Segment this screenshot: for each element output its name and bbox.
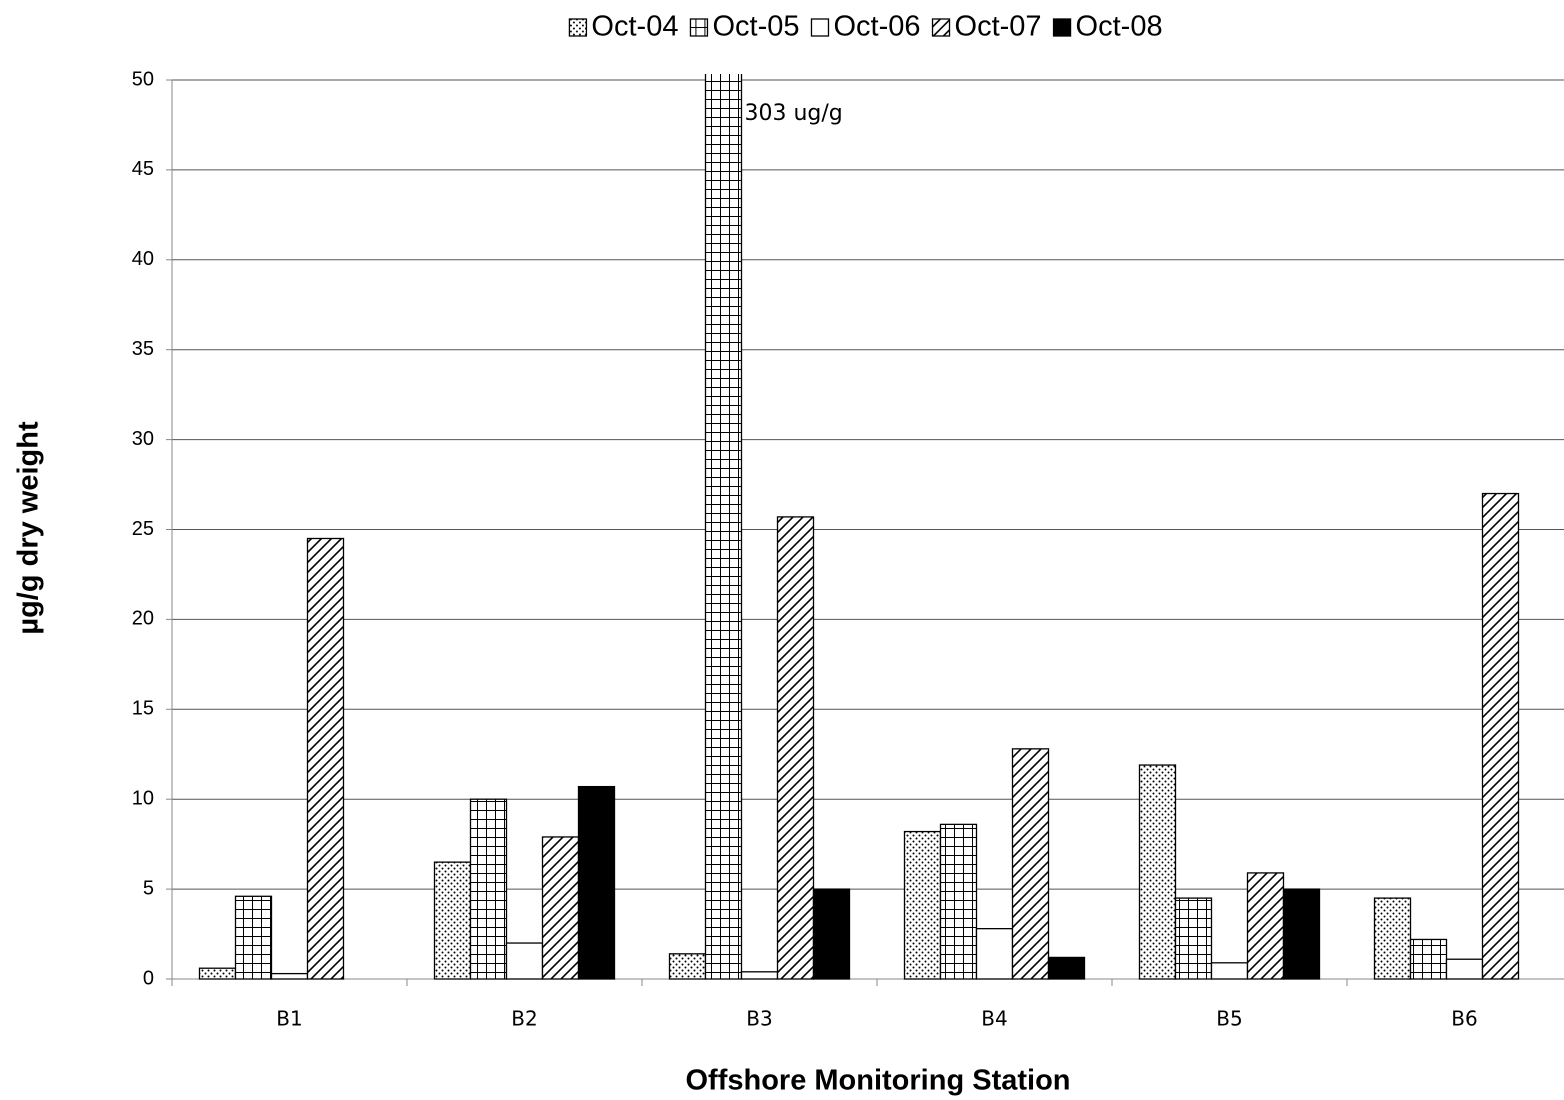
y-tick-label: 35 bbox=[132, 338, 154, 360]
bar bbox=[505, 942, 544, 980]
bar bbox=[975, 928, 1014, 980]
x-tick-label: B4 bbox=[981, 1007, 1007, 1031]
y-tick-label: 0 bbox=[143, 967, 154, 989]
bar bbox=[1210, 962, 1249, 980]
y-tick-label: 30 bbox=[132, 428, 154, 450]
bar bbox=[306, 537, 345, 980]
legend-swatch bbox=[1052, 18, 1072, 37]
legend-label: Oct-06 bbox=[833, 11, 920, 43]
legend-swatch bbox=[689, 18, 709, 37]
bar bbox=[433, 861, 472, 980]
bar bbox=[812, 888, 851, 980]
bar bbox=[903, 830, 942, 980]
y-tick-label: 15 bbox=[132, 698, 154, 720]
bar bbox=[1373, 897, 1412, 980]
y-tick-label: 25 bbox=[132, 518, 154, 540]
x-tick-label: B1 bbox=[276, 1007, 302, 1031]
bar bbox=[1047, 956, 1086, 980]
bar bbox=[704, 74, 743, 980]
legend-swatch bbox=[810, 18, 830, 37]
bar bbox=[198, 967, 237, 980]
legend: Oct-04 Oct-05 Oct-06 Oct-07 Oct-08 bbox=[568, 11, 1163, 43]
bar bbox=[1174, 897, 1213, 980]
bar bbox=[577, 785, 616, 980]
bar bbox=[1246, 872, 1285, 980]
y-tick-label: 10 bbox=[132, 787, 154, 809]
legend-label: Oct-05 bbox=[712, 11, 799, 43]
bar bbox=[541, 836, 580, 980]
y-tick-label: 50 bbox=[132, 68, 154, 90]
bar bbox=[1409, 938, 1448, 980]
bar bbox=[1282, 888, 1321, 980]
bar bbox=[1445, 958, 1484, 980]
bar bbox=[939, 823, 978, 980]
bar bbox=[776, 516, 815, 980]
plot-area bbox=[198, 74, 1520, 980]
legend-swatch bbox=[931, 18, 951, 37]
bar bbox=[1011, 748, 1050, 980]
bar bbox=[668, 953, 707, 980]
y-tick-label: 40 bbox=[132, 248, 154, 270]
bar bbox=[1138, 764, 1177, 980]
x-axis-title: Offshore Monitoring Station bbox=[685, 1065, 1070, 1097]
bar bbox=[1481, 492, 1520, 980]
x-tick-label: B3 bbox=[746, 1007, 772, 1031]
legend-label: Oct-07 bbox=[955, 11, 1042, 43]
x-tick-label: B5 bbox=[1216, 1007, 1242, 1031]
y-tick-label: 20 bbox=[132, 608, 154, 630]
legend-label: Oct-04 bbox=[591, 11, 678, 43]
y-tick-label: 5 bbox=[143, 877, 154, 899]
legend-label: Oct-08 bbox=[1076, 11, 1163, 43]
x-tick-label: B6 bbox=[1451, 1007, 1477, 1031]
legend-swatch bbox=[568, 18, 588, 37]
bar bbox=[469, 798, 508, 980]
bar bbox=[234, 895, 273, 980]
y-tick-label: 45 bbox=[132, 158, 154, 180]
bar bbox=[270, 972, 309, 980]
annotation: 303 ug/g bbox=[745, 101, 843, 126]
x-tick-label: B2 bbox=[511, 1007, 537, 1031]
bar bbox=[740, 971, 779, 980]
y-axis-title: µg/g dry weight bbox=[13, 421, 45, 635]
